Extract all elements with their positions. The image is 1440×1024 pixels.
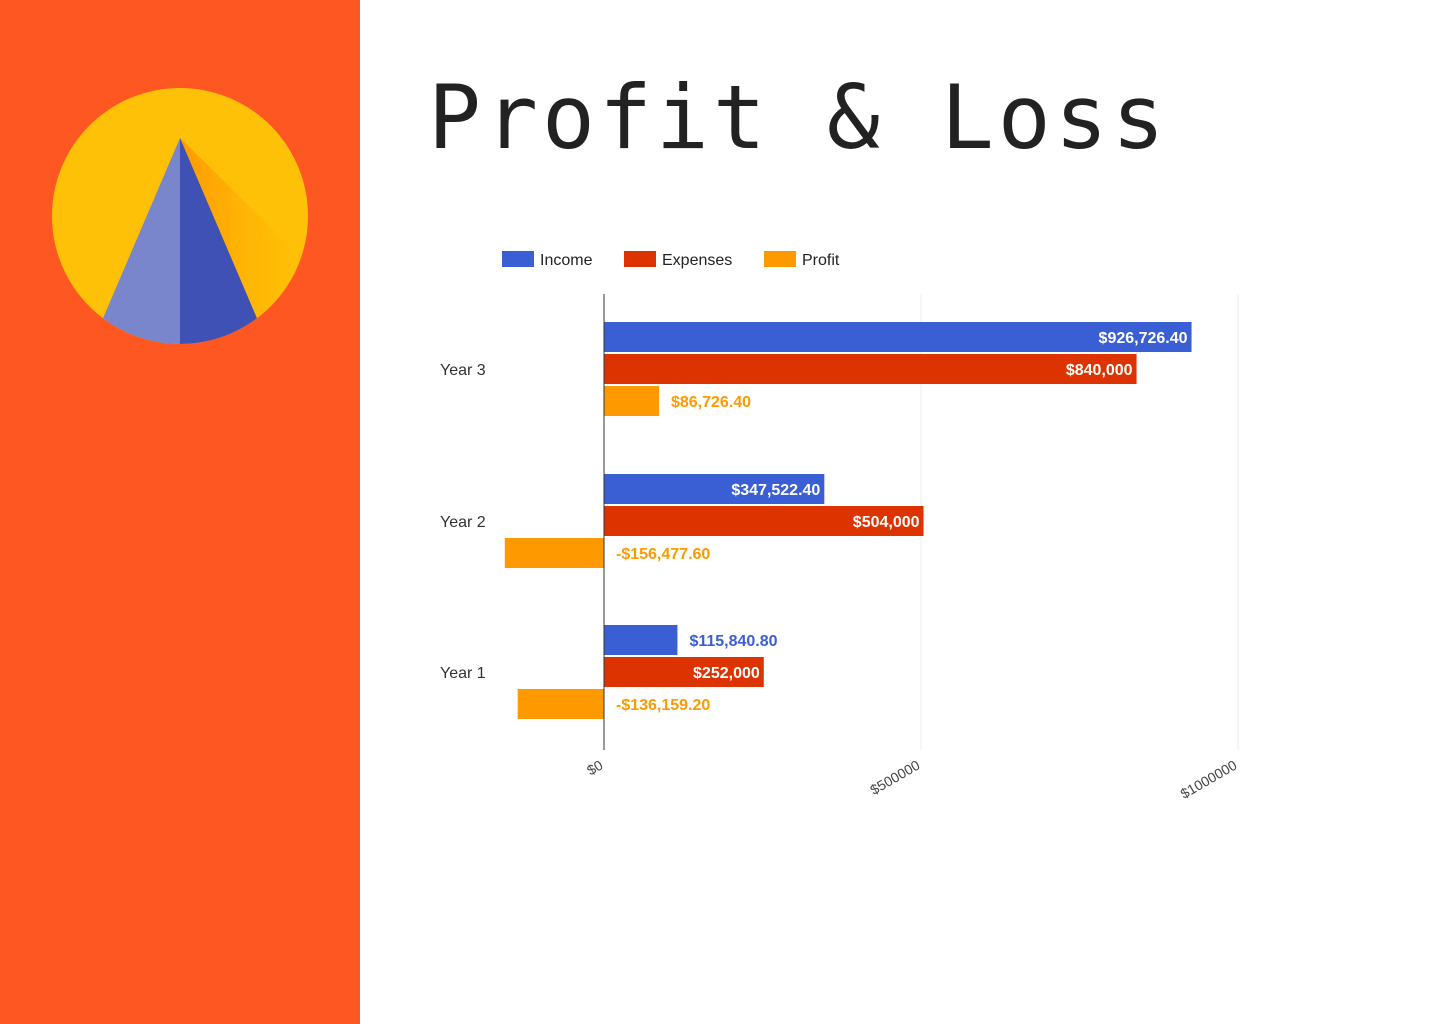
bar-profit (504, 538, 604, 568)
bar-expenses (604, 657, 764, 687)
legend-label-expenses: Expenses (662, 252, 732, 269)
category-label: Year 2 (440, 514, 486, 531)
legend-label-income: Income (540, 252, 593, 269)
bar-income (604, 474, 825, 504)
data-label: $86,726.40 (671, 394, 751, 411)
pyramid-right-face (180, 138, 268, 344)
sidebar-panel (0, 0, 360, 1024)
legend-swatch-income (502, 251, 534, 267)
bar-profit (517, 689, 604, 719)
pyramid-shadow (180, 138, 308, 322)
x-tick-label: $500000 (867, 757, 922, 798)
bar-income (604, 322, 1192, 352)
data-label: $347,522.40 (731, 482, 820, 499)
data-label: -$156,477.60 (616, 546, 710, 563)
data-label: $115,840.80 (689, 633, 777, 650)
legend-label-profit: Profit (802, 252, 840, 269)
bar-expenses (604, 354, 1137, 384)
legend-swatch-expenses (624, 251, 656, 267)
bar-expenses (604, 506, 924, 536)
pyramid-sun-logo-icon (52, 88, 308, 344)
x-tick-label: $1000000 (1178, 757, 1240, 802)
data-label: -$136,159.20 (616, 697, 710, 714)
data-label: $252,000 (693, 665, 760, 682)
category-label: Year 3 (440, 362, 486, 379)
bar-profit (604, 386, 659, 416)
data-label: $926,726.40 (1099, 330, 1188, 347)
bar-income (604, 625, 678, 655)
data-label: $504,000 (853, 514, 920, 531)
pyramid-left-face (92, 138, 180, 344)
data-label: $840,000 (1066, 362, 1133, 379)
page-title: Profit & Loss (428, 66, 1169, 169)
category-label: Year 1 (440, 665, 486, 682)
x-tick-label: $0 (584, 757, 606, 779)
profit-loss-bar-chart: Year 3 Year 2 Year 1 $926,726.40 $347,522.40… (440, 251, 1240, 802)
main-content: Profit & Loss Year 3 Year 2 Year 1 $926,726… (360, 0, 1440, 1024)
legend-swatch-profit (764, 251, 796, 267)
